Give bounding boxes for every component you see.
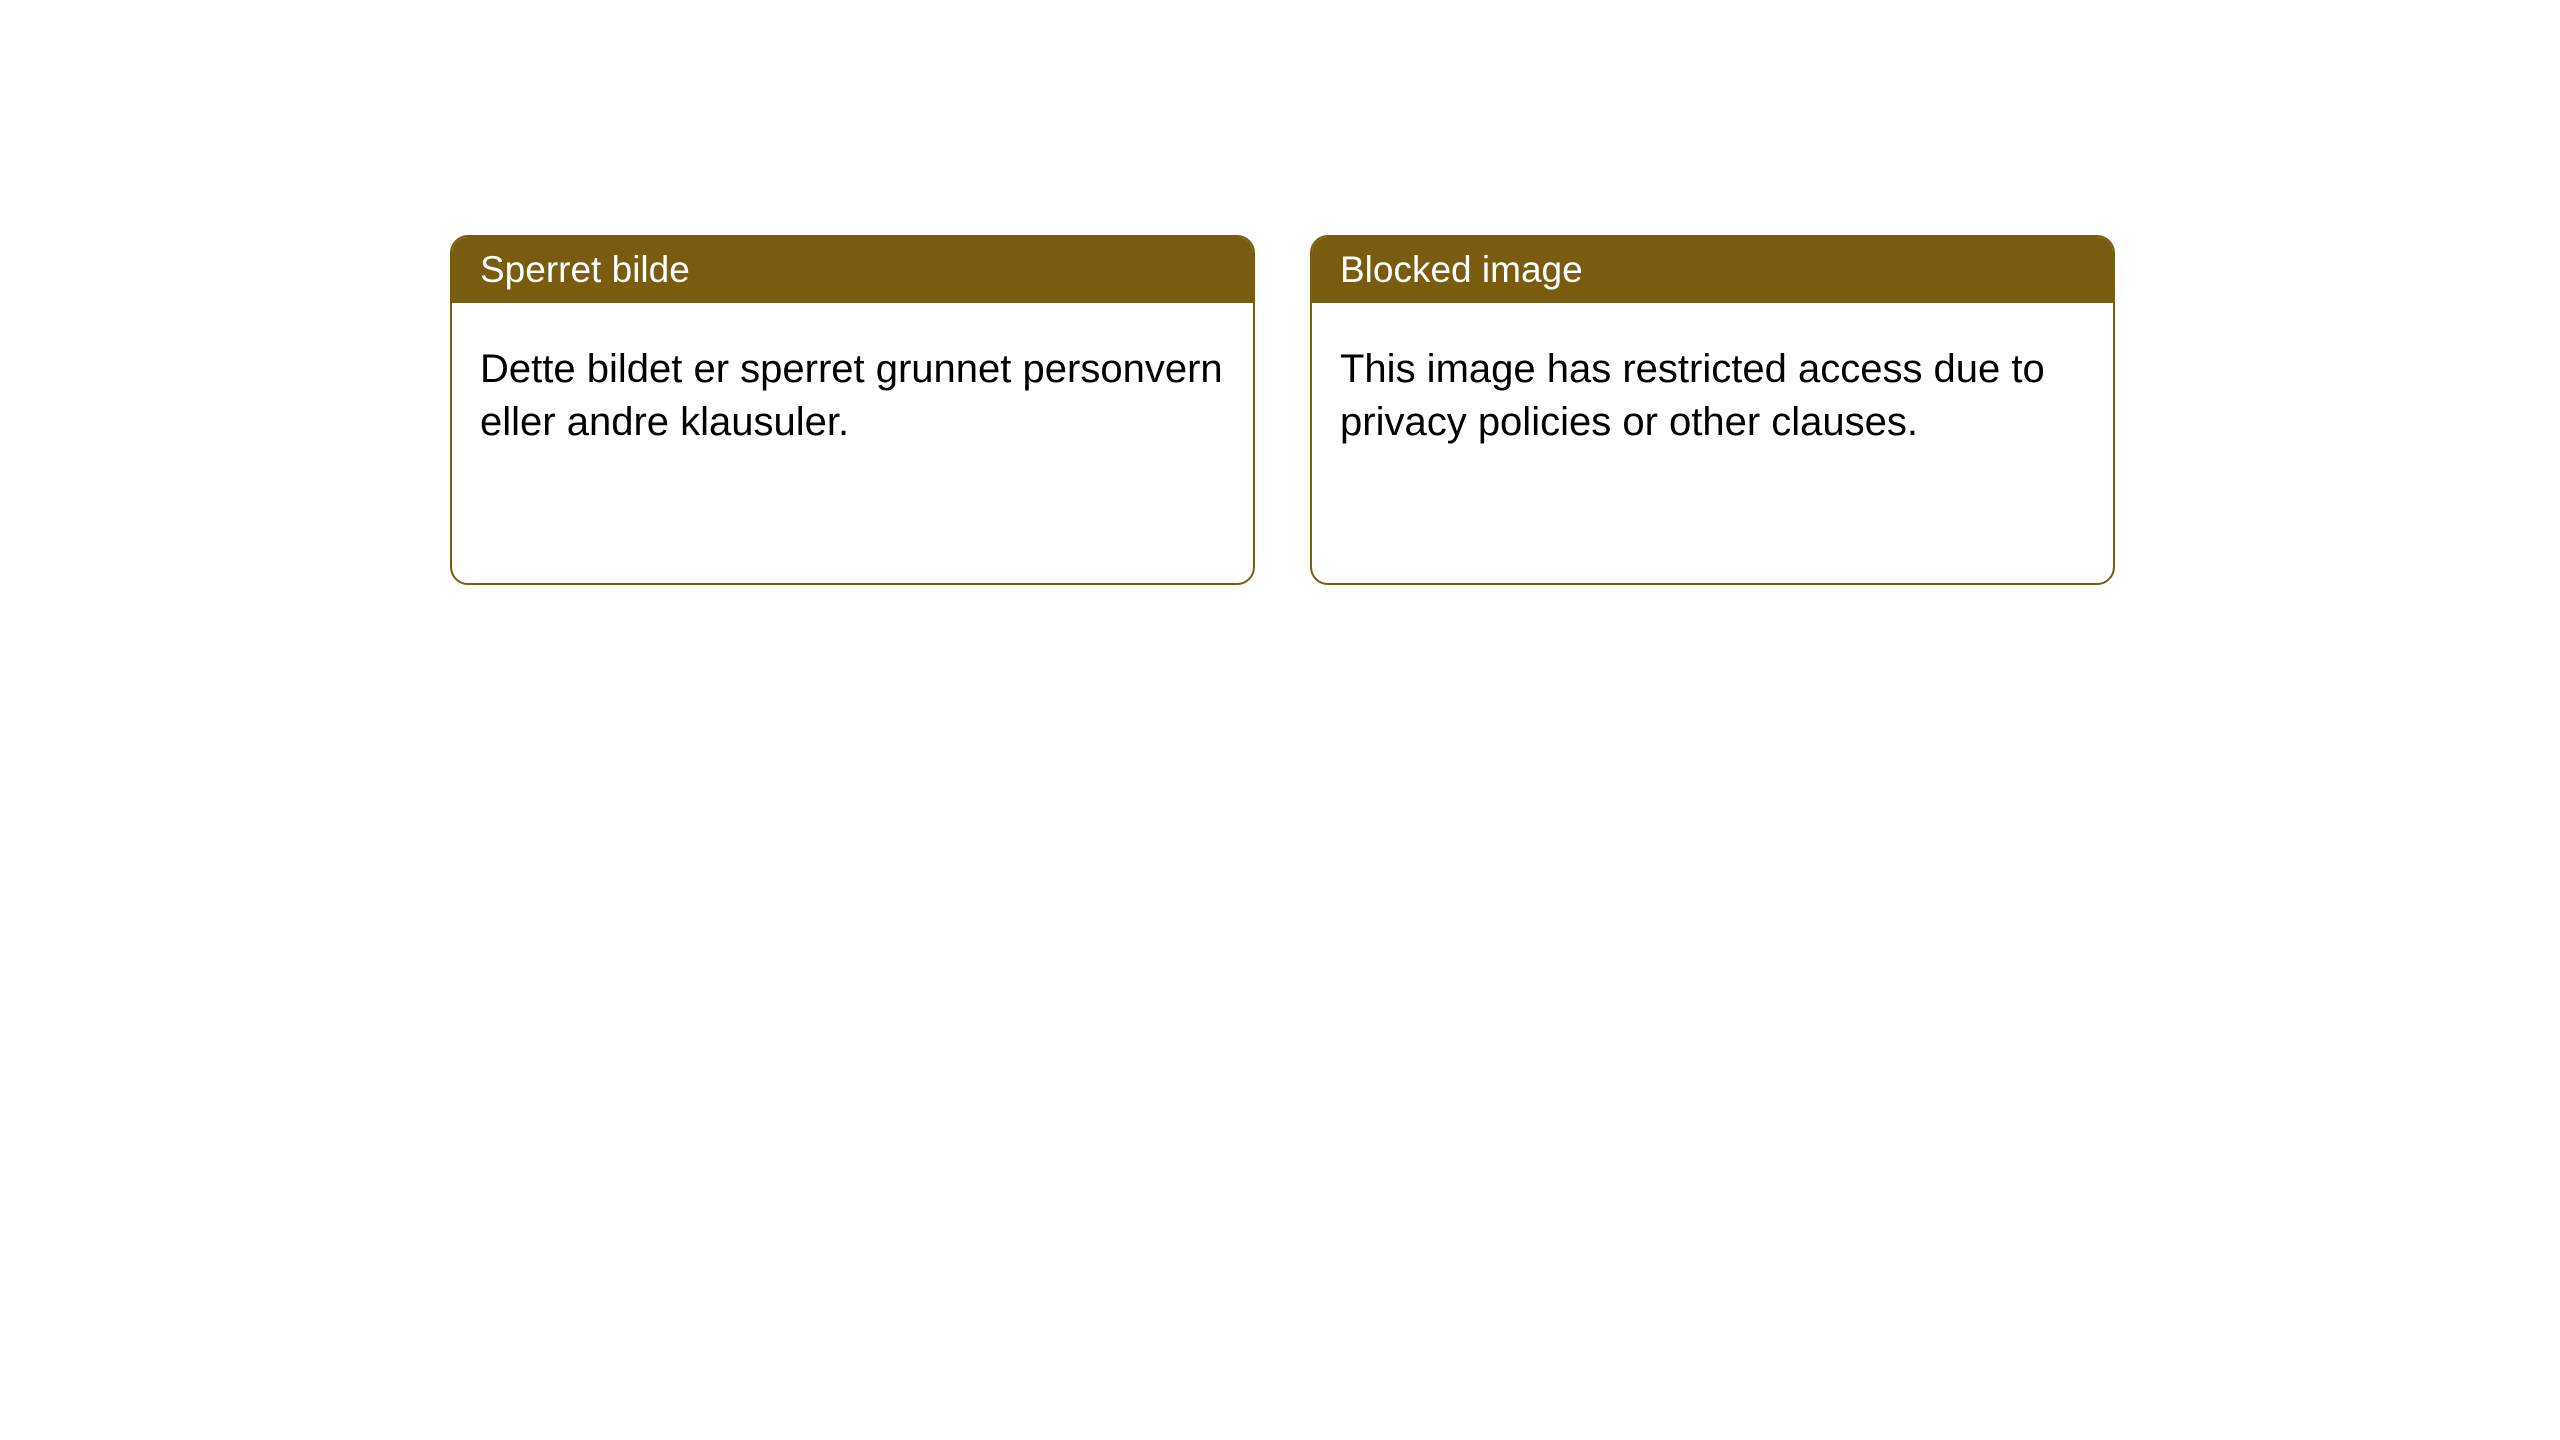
notice-card-norwegian: Sperret bilde Dette bildet er sperret gr…: [450, 235, 1255, 585]
card-body: This image has restricted access due to …: [1312, 303, 2113, 583]
notice-container: Sperret bilde Dette bildet er sperret gr…: [450, 235, 2115, 585]
card-body: Dette bildet er sperret grunnet personve…: [452, 303, 1253, 583]
card-title: Blocked image: [1312, 237, 2113, 303]
notice-card-english: Blocked image This image has restricted …: [1310, 235, 2115, 585]
card-title: Sperret bilde: [452, 237, 1253, 303]
